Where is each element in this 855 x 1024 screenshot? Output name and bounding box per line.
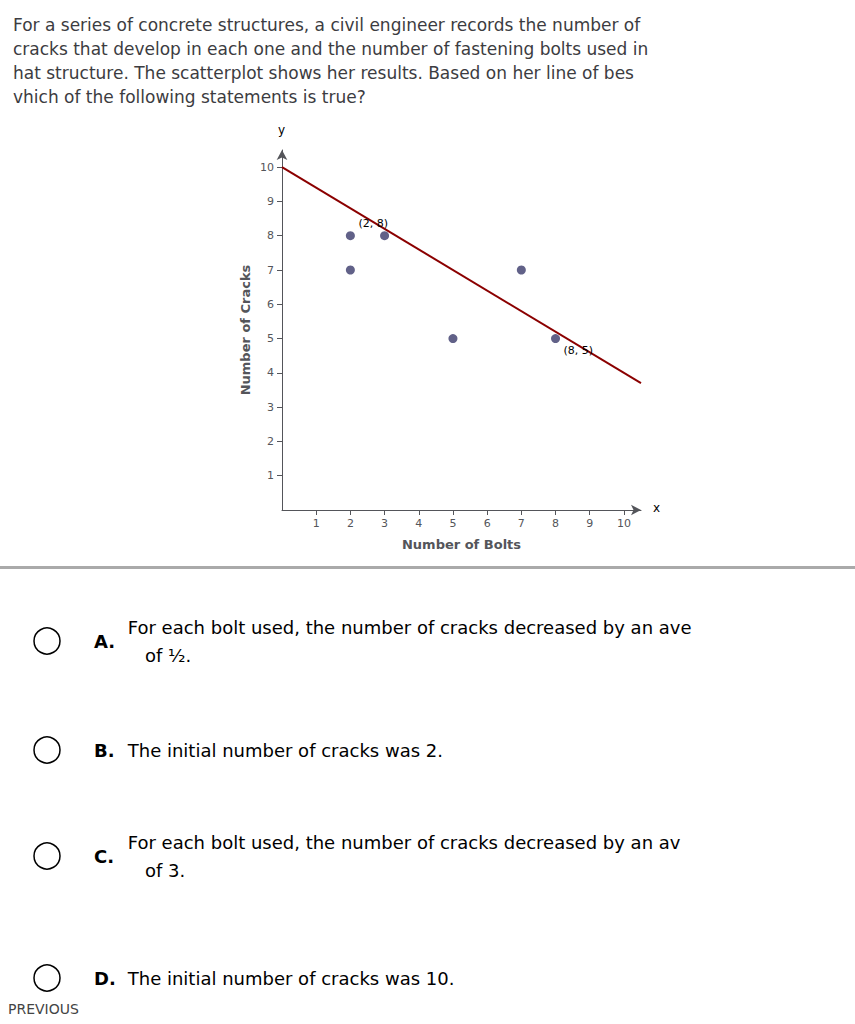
svg-text:2: 2 — [267, 435, 274, 448]
svg-text:7: 7 — [267, 264, 274, 277]
svg-text:For each bolt used, the number: For each bolt used, the number of cracks… — [122, 617, 692, 638]
svg-text:5: 5 — [449, 517, 456, 530]
svg-text:PREVIOUS: PREVIOUS — [8, 1001, 79, 1017]
svg-text:8: 8 — [552, 517, 559, 530]
svg-text:3: 3 — [267, 401, 274, 414]
svg-text:5: 5 — [267, 332, 274, 345]
svg-text:9: 9 — [586, 517, 593, 530]
svg-text:2: 2 — [347, 517, 354, 530]
svg-text:9: 9 — [267, 195, 274, 208]
svg-text:The initial number of cracks w: The initial number of cracks was 2. — [122, 740, 443, 761]
svg-text:1: 1 — [313, 517, 320, 530]
svg-text:4: 4 — [415, 517, 422, 530]
svg-text:6: 6 — [267, 298, 274, 311]
svg-text:cracks that develop in each on: cracks that develop in each one and the … — [13, 39, 648, 59]
svg-text:of ½.: of ½. — [122, 645, 191, 666]
svg-text:D.: D. — [94, 968, 116, 989]
svg-text:A.: A. — [94, 631, 115, 652]
svg-text:10: 10 — [260, 161, 274, 174]
svg-text:Number of Cracks: Number of Cracks — [238, 264, 253, 395]
svg-text:For a series of concrete struc: For a series of concrete structures, a c… — [13, 15, 641, 35]
svg-text:(2, 8): (2, 8) — [358, 217, 388, 230]
svg-text:The initial number of cracks w: The initial number of cracks was 10. — [122, 968, 454, 989]
svg-text:hat structure. The scatterplot: hat structure. The scatterplot shows her… — [13, 63, 634, 83]
svg-text:4: 4 — [267, 366, 274, 379]
svg-text:C.: C. — [94, 846, 114, 867]
svg-text:B.: B. — [94, 740, 115, 761]
svg-text:1: 1 — [267, 469, 274, 482]
svg-text:3: 3 — [381, 517, 388, 530]
svg-text:of 3.: of 3. — [122, 860, 185, 881]
svg-text:x: x — [653, 501, 660, 515]
svg-text:Number of Bolts: Number of Bolts — [402, 537, 521, 552]
svg-text:7: 7 — [518, 517, 525, 530]
svg-text:vhich of the following stateme: vhich of the following statements is tru… — [13, 87, 366, 107]
svg-text:10: 10 — [617, 517, 631, 530]
svg-text:8: 8 — [267, 229, 274, 242]
svg-text:y: y — [278, 123, 285, 137]
svg-text:For each bolt used, the number: For each bolt used, the number of cracks… — [122, 832, 681, 853]
svg-text:(8, 5): (8, 5) — [564, 344, 594, 357]
svg-text:6: 6 — [484, 517, 491, 530]
